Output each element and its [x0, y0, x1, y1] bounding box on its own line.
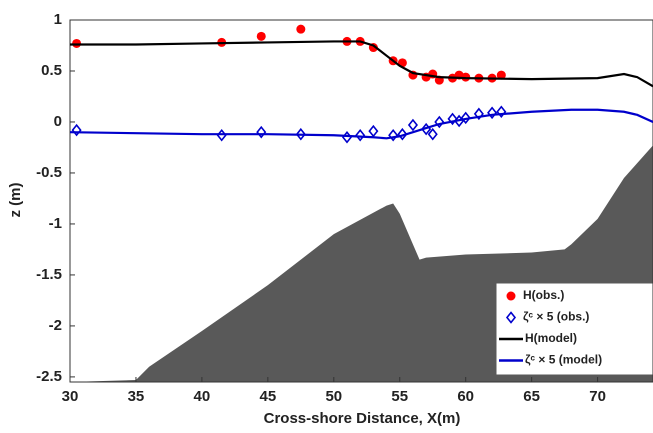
marker	[295, 127, 306, 141]
x-tick-label: 55	[391, 388, 408, 405]
x-tick-label: 65	[523, 388, 540, 405]
x-tick-label: 40	[194, 388, 211, 405]
marker	[487, 106, 498, 120]
marker	[256, 31, 266, 41]
legend-label: H(obs.)	[523, 288, 564, 302]
x-axis-label: Cross-shore Distance, X(m)	[264, 410, 461, 427]
x-tick-label: 60	[457, 388, 474, 405]
legend-box	[496, 283, 653, 375]
y-tick-label: -0.5	[36, 164, 62, 181]
marker	[296, 24, 306, 34]
y-tick-label: -2	[49, 317, 62, 334]
y-tick-label: 0.5	[41, 62, 62, 79]
legend-label: H(model)	[525, 331, 577, 345]
y-axis-label: z (m)	[7, 183, 24, 218]
x-tick-label: 70	[589, 388, 606, 405]
marker	[496, 105, 507, 119]
marker	[460, 111, 471, 125]
marker	[388, 128, 399, 142]
marker	[368, 124, 379, 138]
plot-frame	[69, 19, 653, 383]
x-tick-label: 30	[62, 388, 79, 405]
legend-label: ζᶜ × 5 (model)	[525, 353, 602, 367]
line	[70, 40, 653, 88]
marker	[427, 127, 438, 141]
y-tick-label: -1.5	[36, 266, 62, 283]
legend-handle	[505, 311, 517, 324]
x-tick-label: 50	[325, 388, 342, 405]
marker	[355, 128, 366, 142]
marker	[407, 118, 418, 132]
line	[69, 108, 653, 140]
legend-label: ζᶜ × 5 (obs.)	[523, 310, 589, 324]
y-tick-label: -2.5	[36, 368, 62, 385]
marker	[341, 130, 353, 144]
marker	[397, 127, 408, 141]
marker	[71, 123, 82, 137]
marker	[256, 125, 267, 139]
marker	[447, 112, 458, 126]
x-tick-label: 35	[128, 388, 145, 405]
y-tick-label: 1	[54, 11, 62, 28]
y-tick-label: 0	[54, 113, 62, 130]
marker	[434, 115, 445, 129]
marker	[496, 70, 506, 80]
y-tick-label: -1	[49, 215, 62, 232]
marker	[473, 107, 484, 121]
legend-handle	[506, 291, 516, 301]
x-tick-label: 45	[260, 388, 277, 405]
